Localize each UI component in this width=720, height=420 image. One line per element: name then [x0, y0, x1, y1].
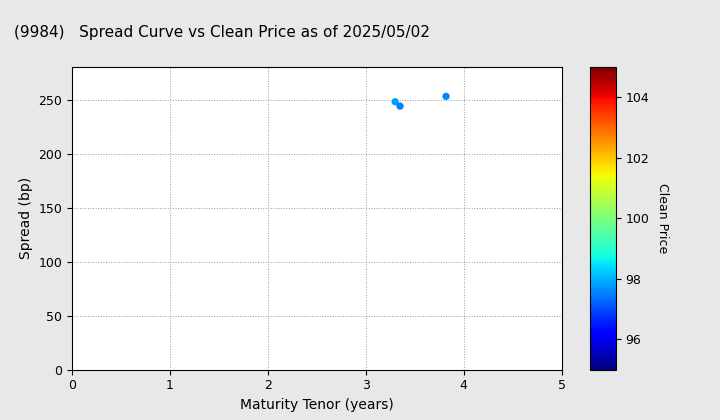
X-axis label: Maturity Tenor (years): Maturity Tenor (years)	[240, 398, 394, 412]
Point	[395, 103, 406, 110]
Y-axis label: Clean Price: Clean Price	[656, 183, 669, 254]
Text: (9984)   Spread Curve vs Clean Price as of 2025/05/02: (9984) Spread Curve vs Clean Price as of…	[14, 25, 431, 40]
Point	[441, 93, 452, 100]
Y-axis label: Spread (bp): Spread (bp)	[19, 177, 33, 260]
Point	[390, 98, 401, 105]
